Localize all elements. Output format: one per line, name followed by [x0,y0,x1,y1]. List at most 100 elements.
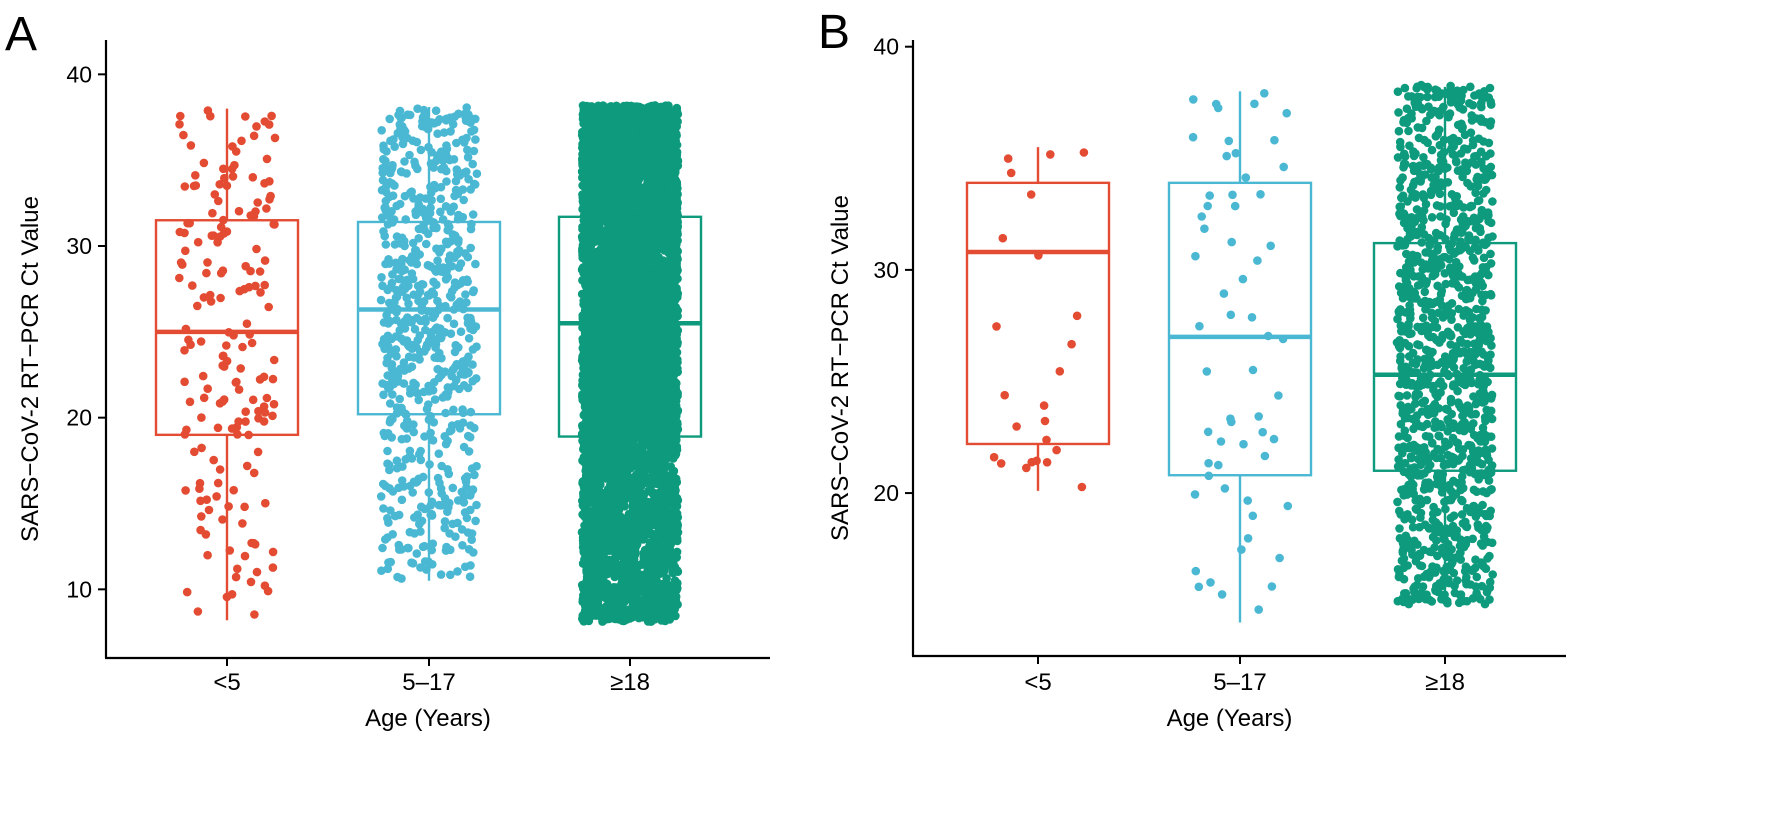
data-point [472,461,481,471]
data-point [464,174,473,184]
data-point [378,175,388,185]
data-point [229,485,238,495]
data-point [448,230,458,239]
jitter-points-2 [577,101,683,626]
data-point [409,194,418,203]
x-tick-label: <5 [213,669,240,696]
data-point [463,145,472,155]
data-point [186,141,196,150]
data-point [384,384,393,393]
data-point [259,417,269,426]
data-point [249,468,259,478]
data-point [385,484,394,493]
data-point [437,353,446,363]
data-point [466,243,476,253]
data-point [267,111,276,121]
data-point [264,302,274,312]
data-point [462,103,472,112]
data-point [381,156,390,166]
data-point [470,470,479,480]
data-point [241,112,250,121]
data-point [248,395,258,405]
data-point [414,296,423,306]
data-point [392,232,402,241]
data-point [234,206,244,216]
data-point [269,355,279,365]
data-point [417,516,427,526]
data-point [238,519,247,528]
data-point [428,436,438,445]
data-point [442,177,451,186]
data-point [437,489,447,498]
data-point [222,341,231,350]
data-point [462,513,472,523]
data-point [378,479,388,489]
data-point [472,500,481,510]
data-point [450,362,460,372]
data-point [386,557,396,567]
data-point [219,229,229,238]
data-point [397,434,407,444]
data-point [402,133,412,143]
x-tick-label: 5–17 [402,669,455,696]
data-point [203,106,213,115]
data-point [449,405,458,415]
data-point [182,587,192,597]
data-point [250,610,259,619]
data-point [175,273,184,283]
data-point [413,335,423,345]
data-point [452,138,461,148]
data-point [466,561,475,570]
data-point [215,465,225,474]
data-point [387,207,396,216]
data-point [462,483,471,492]
iqr-box [356,220,502,416]
data-point [175,227,185,237]
data-point [204,505,214,515]
data-point [423,260,433,270]
data-point [471,516,480,526]
data-point [387,179,397,188]
data-point [468,376,478,386]
data-point [463,152,473,162]
data-point [454,343,463,352]
boxplot-1 [356,106,502,581]
data-point [193,237,203,247]
data-point [428,313,438,323]
data-point [410,324,420,334]
data-point [209,455,218,465]
iqr-box [154,219,300,437]
data-point [260,408,270,417]
data-point [457,525,467,534]
data-point [402,416,412,426]
data-point [242,461,252,471]
data-point [268,563,278,572]
data-point [456,279,466,288]
data-point [246,266,255,276]
data-point [393,572,402,582]
data-point [392,292,402,302]
data-point [458,405,467,414]
data-point [430,265,439,274]
data-point [464,317,473,327]
data-point [227,590,237,599]
data-point [432,280,441,290]
data-point [259,372,269,382]
data-point [199,158,209,168]
data-point [469,146,479,156]
data-point [451,375,461,385]
data-point [471,114,480,124]
data-point [464,447,474,456]
data-point [181,246,190,256]
data-point [466,185,476,194]
data-point [231,147,241,156]
data-point [196,525,205,535]
data-point [249,212,259,221]
data-point [415,193,425,202]
data-point [186,340,195,350]
data-point [402,336,412,345]
data-point [242,319,252,329]
data-point [378,543,387,553]
data-point [378,379,387,388]
data-point [395,199,405,209]
